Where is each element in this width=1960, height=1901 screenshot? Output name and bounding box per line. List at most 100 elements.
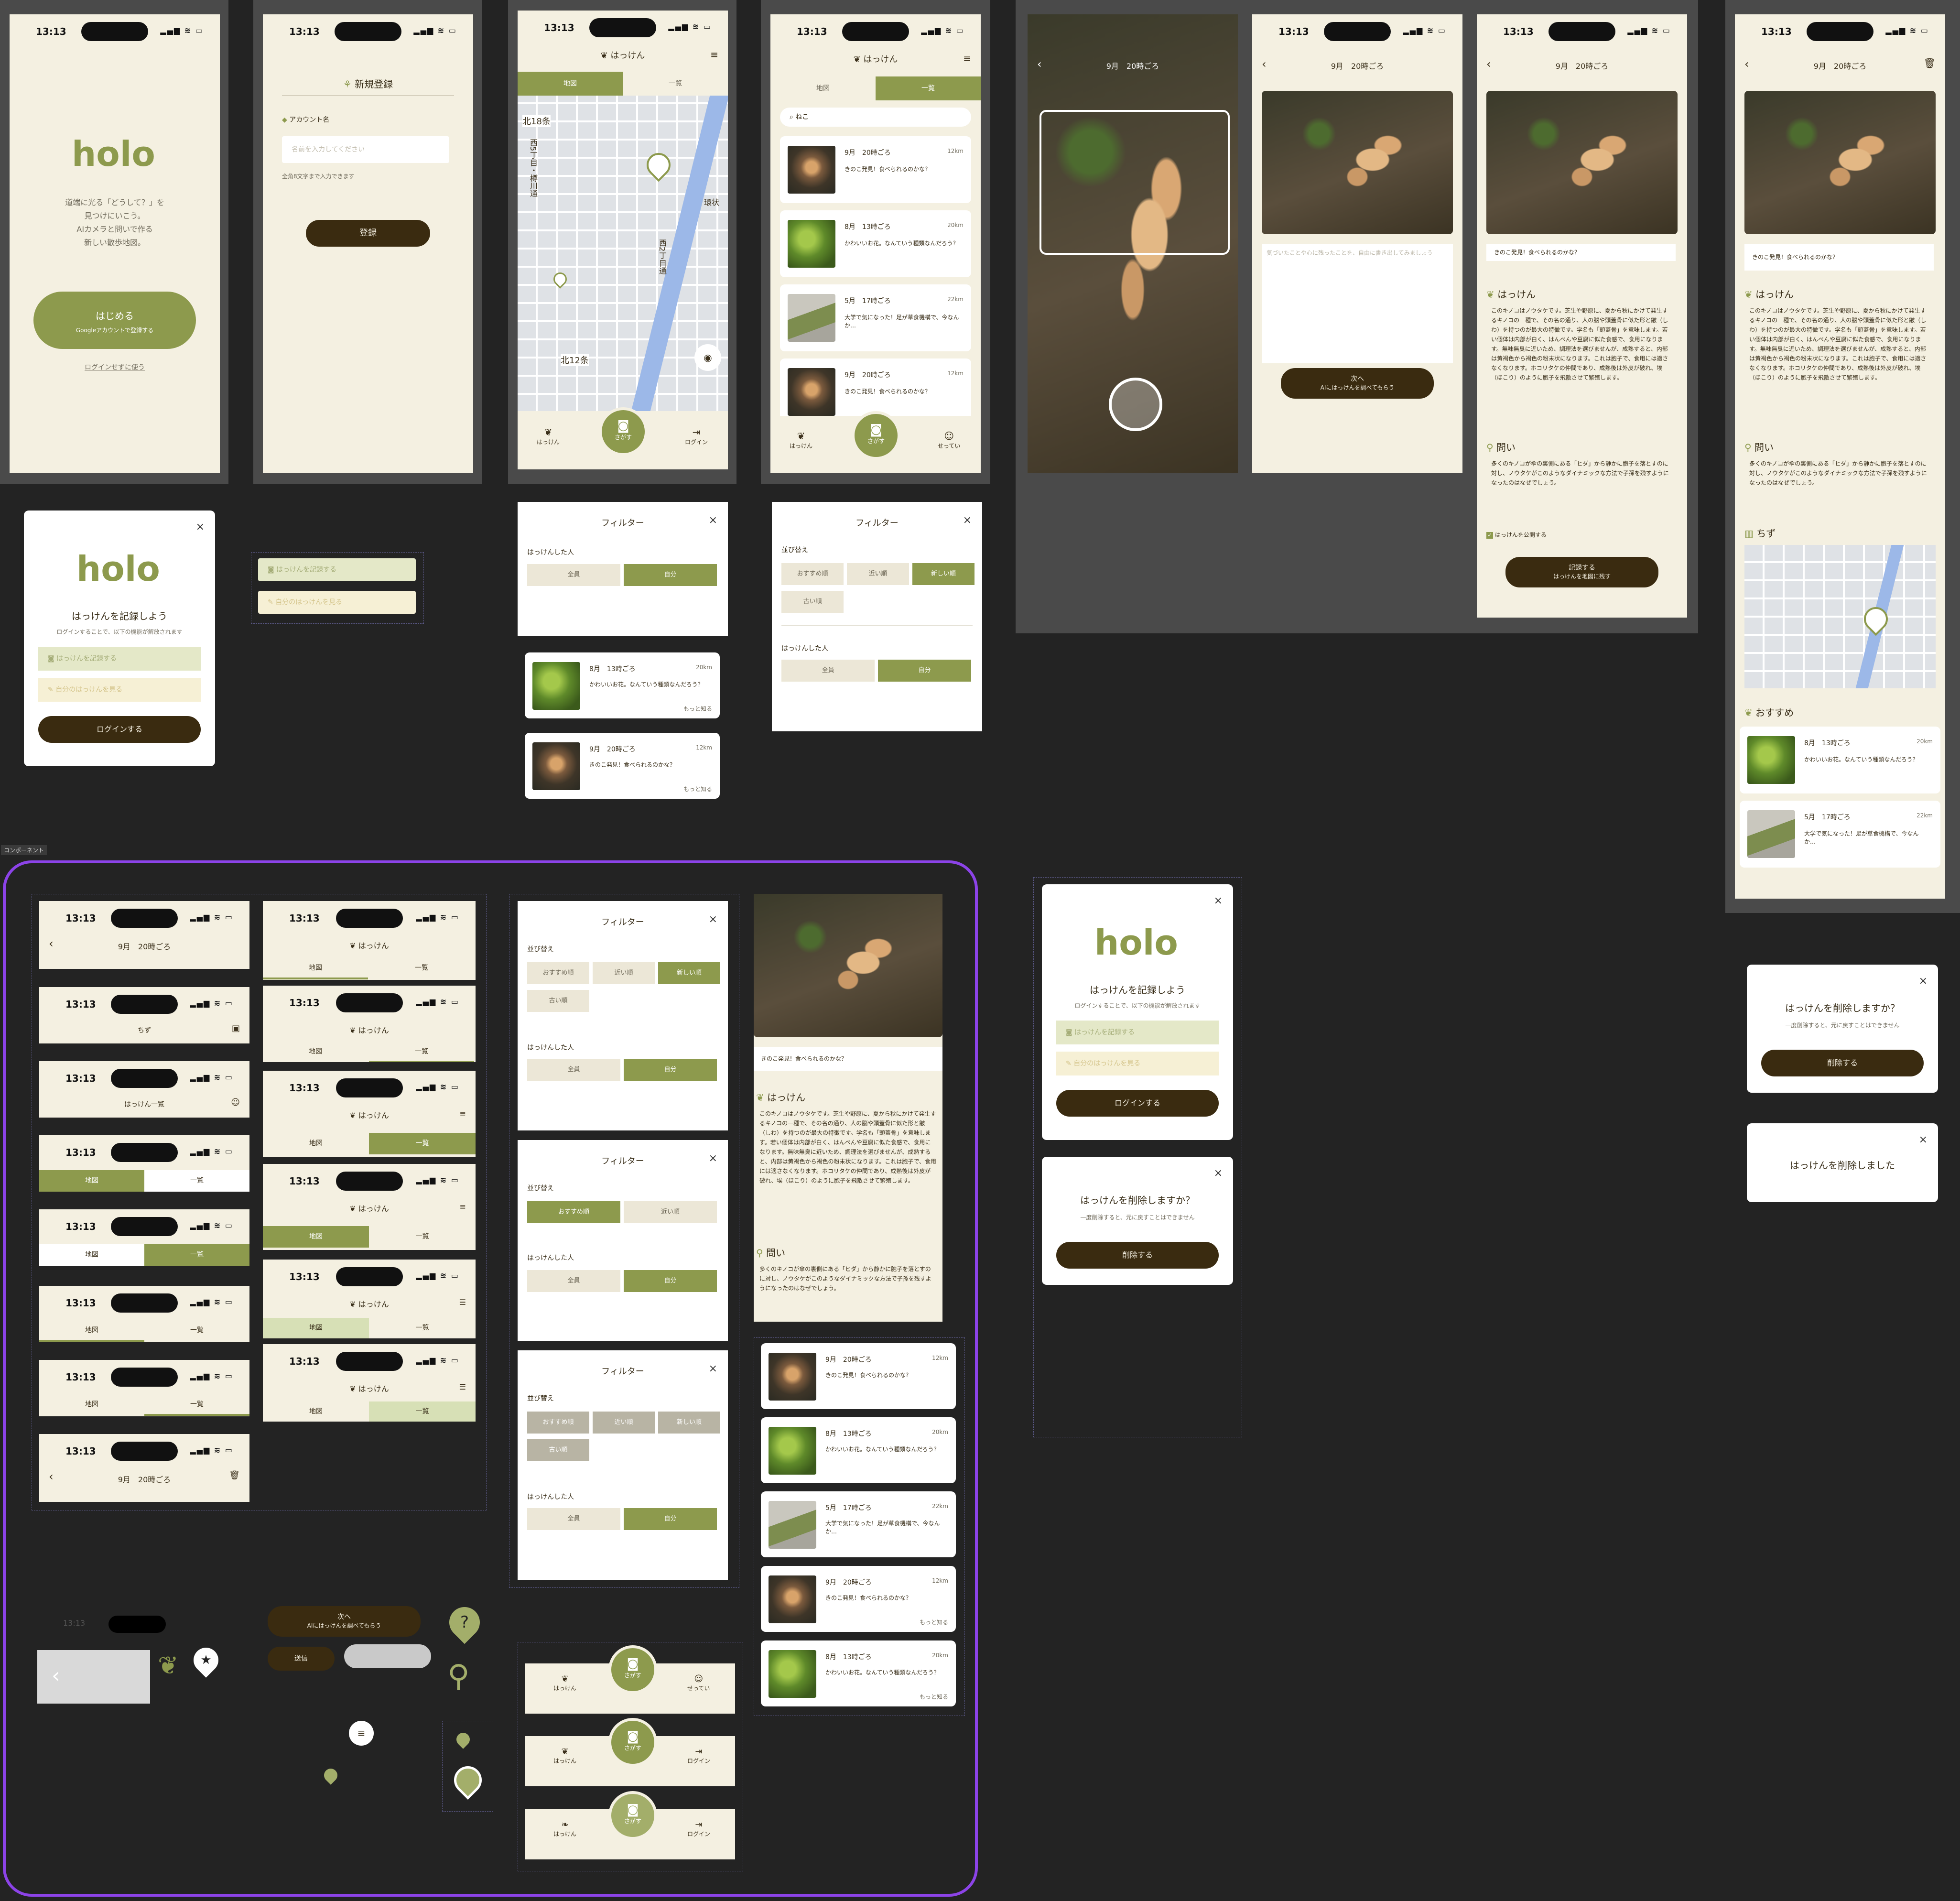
- back-icon[interactable]: ‹: [49, 937, 54, 950]
- login-button[interactable]: ログインする: [38, 716, 201, 743]
- next-button[interactable]: 次へ AIにはっけんを調べてもらう: [1281, 368, 1434, 399]
- close-icon[interactable]: ×: [708, 1363, 717, 1375]
- publish-checkbox[interactable]: ✓ はっけんを公開する: [1486, 531, 1547, 539]
- sort-new-chip[interactable]: 新しい順: [658, 962, 720, 984]
- tab-list[interactable]: 一覧: [144, 1244, 249, 1266]
- memo-input[interactable]: 気づいたことや心に残ったことを、自由に書き出してみましょう: [1262, 244, 1453, 363]
- who-mine-chip[interactable]: 自分: [878, 660, 971, 682]
- who-all-chip[interactable]: 全員: [527, 564, 620, 586]
- menu-icon[interactable]: ☰: [459, 1382, 466, 1391]
- who-all-chip[interactable]: 全員: [527, 1059, 620, 1081]
- tab-map[interactable]: 地図: [518, 72, 623, 96]
- camera-preview[interactable]: ‹ 9月 20時ごろ: [1028, 14, 1238, 473]
- person-icon[interactable]: ☺: [231, 1097, 240, 1108]
- tab-map[interactable]: 地図: [309, 1140, 323, 1147]
- trash-icon[interactable]: 🗑: [1923, 57, 1936, 69]
- who-all-chip[interactable]: 全員: [527, 1508, 620, 1530]
- more-link[interactable]: もっと知る: [919, 1619, 948, 1626]
- back-icon[interactable]: ‹: [1037, 57, 1042, 71]
- tab-map[interactable]: 地図: [263, 958, 368, 979]
- next-button-component[interactable]: 次へ AIにはっけんを調べてもらう: [268, 1606, 421, 1637]
- filter-icon[interactable]: ≡: [459, 1109, 466, 1118]
- who-mine-chip[interactable]: 自分: [624, 1059, 717, 1081]
- tab-map[interactable]: 地図: [85, 1401, 98, 1408]
- hakken-pin[interactable]: [641, 148, 676, 182]
- account-name-input[interactable]: 名前を入力してください: [282, 136, 449, 163]
- search-input[interactable]: ⌕ ねこ: [780, 108, 971, 127]
- sort-old-chip[interactable]: 古い順: [781, 591, 844, 613]
- tab-map[interactable]: 地図: [309, 1408, 323, 1415]
- tab-map[interactable]: 地図: [39, 1321, 144, 1342]
- close-icon[interactable]: ×: [708, 913, 717, 925]
- nav-login[interactable]: ⇥ ログイン: [685, 426, 708, 446]
- more-link[interactable]: もっと知る: [683, 786, 712, 793]
- close-icon[interactable]: ×: [708, 1152, 717, 1164]
- list-item[interactable]: 9月 20時ごろ 12km きのこ発見！食べられるのかな？ もっと知る: [761, 1566, 956, 1632]
- close-icon[interactable]: ×: [1918, 975, 1928, 987]
- tab-list[interactable]: 一覧: [369, 1133, 476, 1154]
- close-icon[interactable]: ×: [708, 514, 717, 526]
- list-item[interactable]: 5月 17時ごろ 22km 大学で気になった！足が草食機構で、今なんか…: [780, 284, 971, 351]
- who-mine-chip[interactable]: 自分: [624, 564, 717, 586]
- close-icon[interactable]: ×: [963, 514, 972, 526]
- who-all-chip[interactable]: 全員: [527, 1270, 620, 1292]
- sort-recommended-chip[interactable]: おすすめ順: [527, 1201, 620, 1223]
- nav-hakken[interactable]: ❧ はっけん: [553, 1820, 576, 1838]
- sort-new-chip[interactable]: 新しい順: [912, 563, 975, 585]
- close-icon[interactable]: ×: [195, 521, 205, 533]
- close-icon[interactable]: ×: [1918, 1134, 1928, 1146]
- hakken-pin-small[interactable]: [551, 270, 570, 289]
- list-item[interactable]: 8月 13時ごろ 20km かわいいお花。なんていう種類なんだろう？ もっと知る: [525, 652, 720, 718]
- back-icon[interactable]: ‹: [49, 1470, 54, 1483]
- list-item[interactable]: 8月 13時ごろ 20km かわいいお花。なんていう種類なんだろう？: [1740, 727, 1940, 793]
- more-link[interactable]: もっと知る: [919, 1694, 948, 1700]
- mini-map[interactable]: [1744, 545, 1936, 688]
- list-item[interactable]: 9月 20時ごろ 12km きのこ発見！食べられるのかな？ もっと知る: [525, 733, 720, 799]
- nav-settings[interactable]: ☺ せってい: [938, 430, 960, 450]
- nav-login[interactable]: ⇥ ログイン: [687, 1747, 710, 1765]
- filter-round-button[interactable]: ≡: [349, 1721, 374, 1746]
- sort-near-chip[interactable]: 近い順: [624, 1201, 717, 1223]
- tab-list[interactable]: 一覧: [876, 76, 981, 100]
- register-button[interactable]: 登録: [306, 220, 430, 247]
- filter-icon[interactable]: ≡: [963, 53, 971, 64]
- camera-button[interactable]: ◙ さがす: [852, 411, 900, 460]
- nav-hakken[interactable]: ❦ はっけん: [553, 1747, 576, 1765]
- map-view[interactable]: 北18条 西5丁目・樽川通 北12条 西2丁目通 環状 ◉: [518, 96, 728, 411]
- back-button-component[interactable]: ‹: [37, 1650, 150, 1704]
- record-button[interactable]: 記録する はっけんを地図に残す: [1505, 557, 1658, 587]
- sort-near-chip[interactable]: 近い順: [593, 962, 655, 984]
- tab-list[interactable]: 一覧: [415, 964, 428, 972]
- trash-icon[interactable]: 🗑: [229, 1470, 240, 1480]
- delete-button[interactable]: 削除する: [1761, 1050, 1924, 1076]
- list-item[interactable]: 5月 17時ごろ 22km 大学で気になった！足が草食機構で、今なんか…: [1740, 801, 1940, 868]
- sort-new-chip[interactable]: 新しい順: [658, 1412, 720, 1434]
- who-mine-chip[interactable]: 自分: [624, 1270, 717, 1292]
- close-icon[interactable]: ×: [1213, 1167, 1223, 1179]
- nav-settings[interactable]: ☺ せってい: [687, 1674, 710, 1692]
- menu-icon[interactable]: ☰: [459, 1298, 466, 1307]
- back-icon[interactable]: ‹: [1262, 57, 1267, 71]
- filter-icon[interactable]: ≡: [459, 1202, 466, 1211]
- current-location-button[interactable]: ◉: [694, 344, 721, 371]
- back-icon[interactable]: ‹: [1744, 57, 1749, 71]
- tab-map[interactable]: 地図: [263, 1226, 369, 1248]
- tab-list[interactable]: 一覧: [190, 1326, 204, 1334]
- sort-near-chip[interactable]: 近い順: [593, 1412, 655, 1434]
- tab-map[interactable]: 地図: [816, 85, 830, 92]
- tab-list[interactable]: 一覧: [144, 1395, 249, 1416]
- list-item[interactable]: 8月 13時ごろ 20km かわいいお花。なんていう種類なんだろう？: [780, 210, 971, 277]
- camera-button[interactable]: ◙ さがす: [608, 1645, 657, 1694]
- tab-list[interactable]: 一覧: [415, 1324, 429, 1332]
- sort-old-chip[interactable]: 古い順: [527, 1439, 589, 1461]
- sort-recommended-chip[interactable]: おすすめ順: [781, 563, 844, 585]
- nav-hakken[interactable]: ❦ はっけん: [537, 426, 560, 446]
- send-button-component[interactable]: 送信: [268, 1647, 335, 1671]
- camera-button[interactable]: ◙ さがす: [608, 1718, 657, 1767]
- nav-hakken[interactable]: ❦ はっけん: [553, 1674, 576, 1692]
- more-link[interactable]: もっと知る: [683, 706, 712, 712]
- close-icon[interactable]: ×: [1213, 895, 1223, 907]
- sort-recommended-chip[interactable]: おすすめ順: [527, 1412, 589, 1434]
- list-item[interactable]: 8月 13時ごろ 20km かわいいお花。なんていう種類なんだろう？ もっと知る: [761, 1640, 956, 1706]
- tab-map[interactable]: 地図: [39, 1244, 144, 1266]
